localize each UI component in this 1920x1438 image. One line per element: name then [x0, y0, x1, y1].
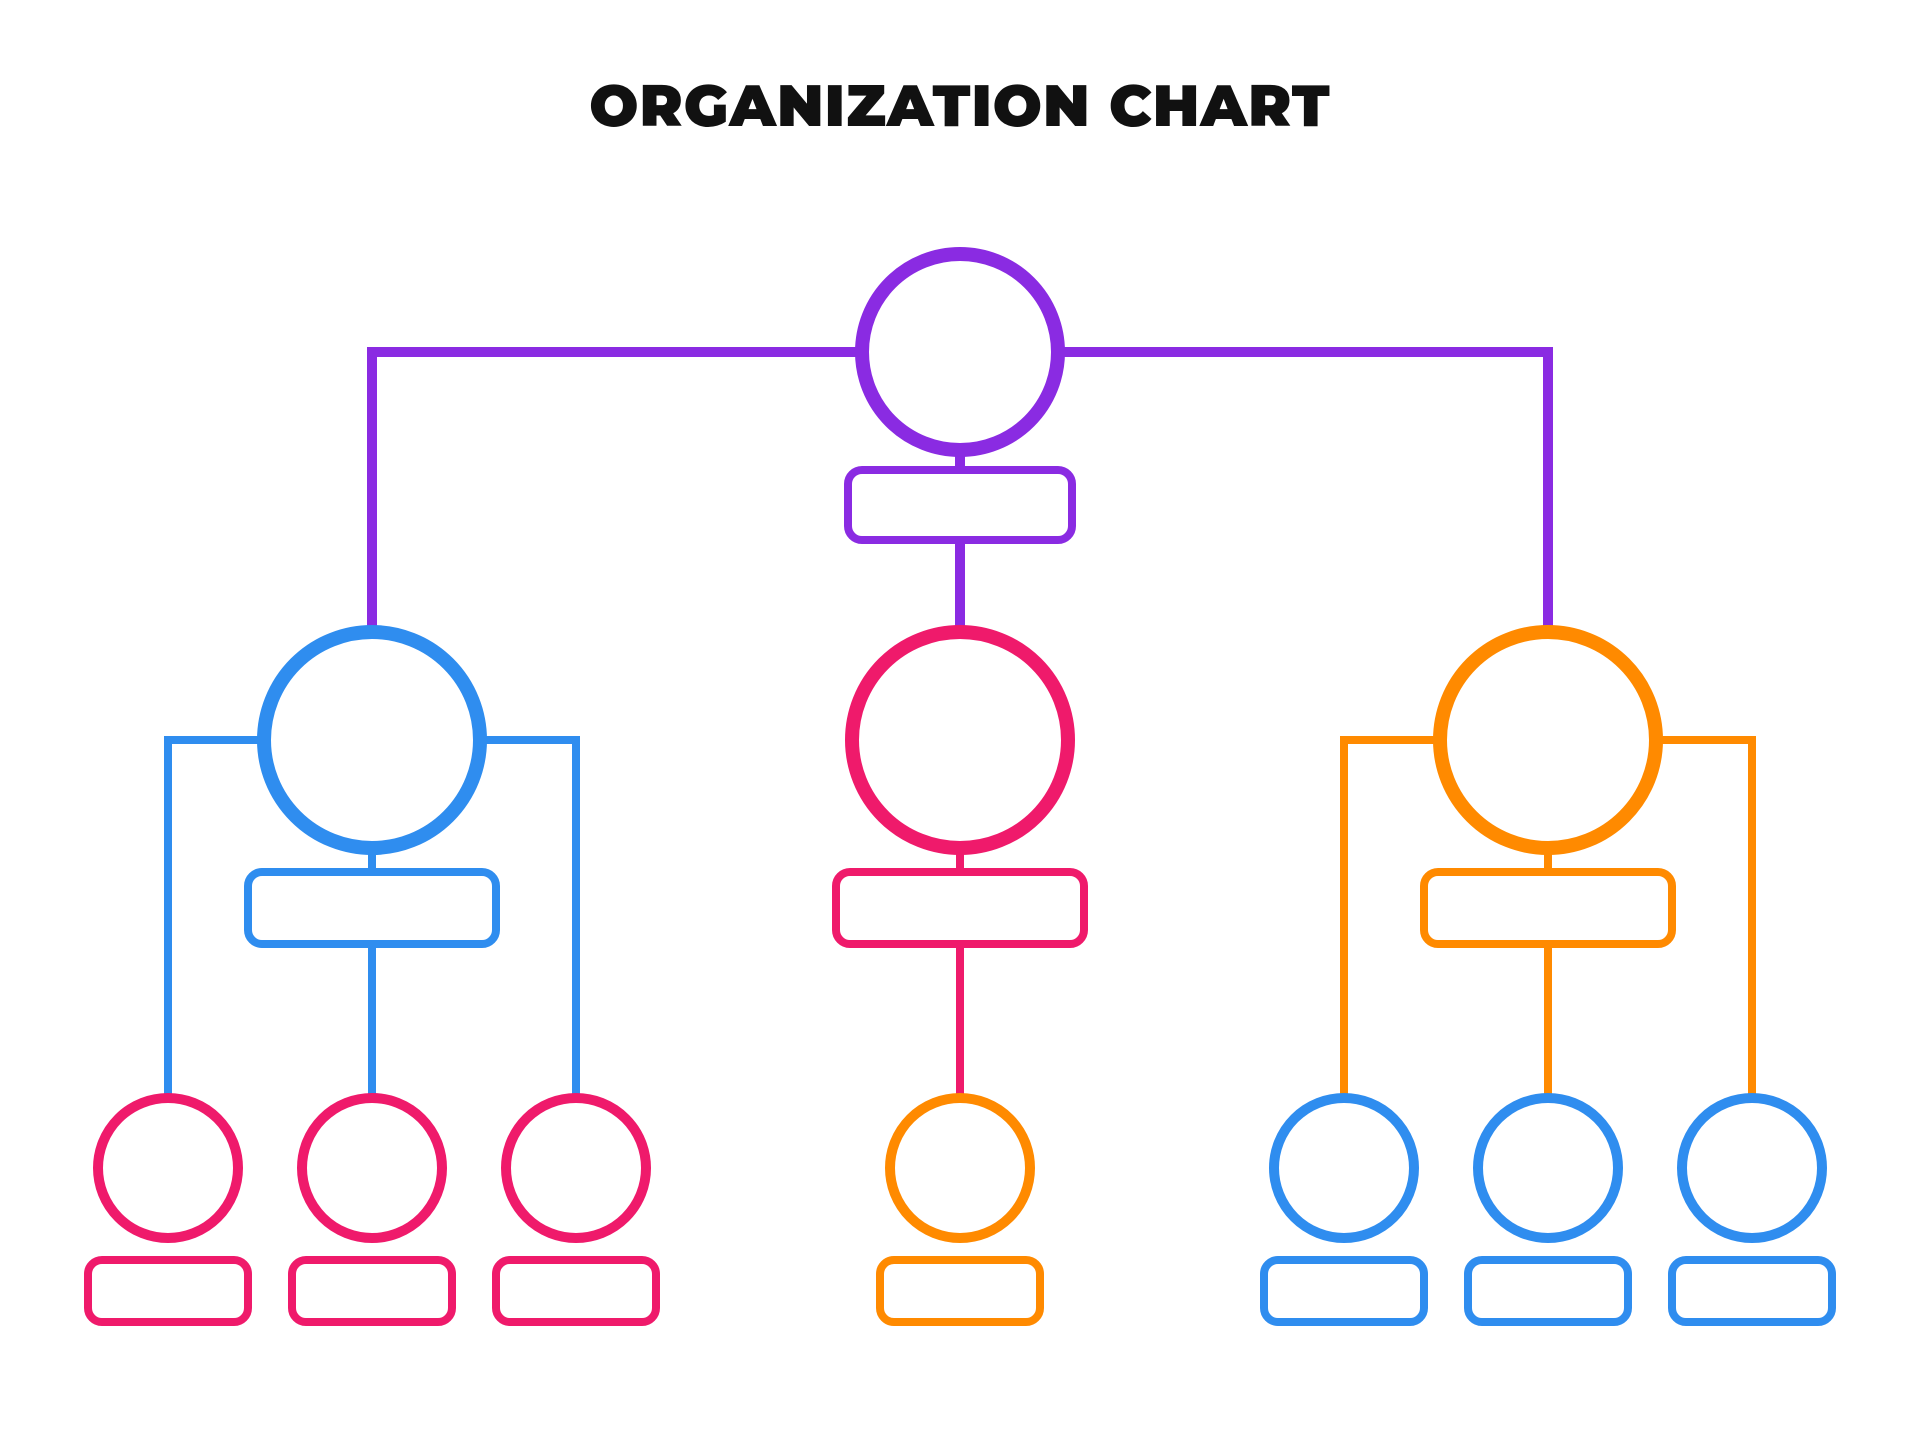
node-box-m_right	[1424, 872, 1672, 944]
node-circle-m_center	[852, 632, 1068, 848]
node-circle-r3	[1682, 1098, 1822, 1238]
node-box-r3	[1672, 1260, 1832, 1322]
node-circle-r2	[1478, 1098, 1618, 1238]
node-box-l3	[496, 1260, 656, 1322]
node-box-r1	[1264, 1260, 1424, 1322]
node-circle-root	[862, 254, 1058, 450]
node-box-m_center	[836, 872, 1084, 944]
node-circle-m_right	[1440, 632, 1656, 848]
org-chart	[0, 0, 1920, 1438]
node-circle-l2	[302, 1098, 442, 1238]
node-box-m_left	[248, 872, 496, 944]
node-box-root	[848, 470, 1072, 540]
node-box-r2	[1468, 1260, 1628, 1322]
connector	[1058, 352, 1548, 632]
node-circle-l1	[98, 1098, 238, 1238]
nodes-layer	[88, 254, 1832, 1322]
node-box-c1	[880, 1260, 1040, 1322]
node-circle-l3	[506, 1098, 646, 1238]
node-box-l1	[88, 1260, 248, 1322]
connector	[372, 352, 862, 632]
node-circle-c1	[890, 1098, 1030, 1238]
node-box-l2	[292, 1260, 452, 1322]
node-circle-m_left	[264, 632, 480, 848]
node-circle-r1	[1274, 1098, 1414, 1238]
